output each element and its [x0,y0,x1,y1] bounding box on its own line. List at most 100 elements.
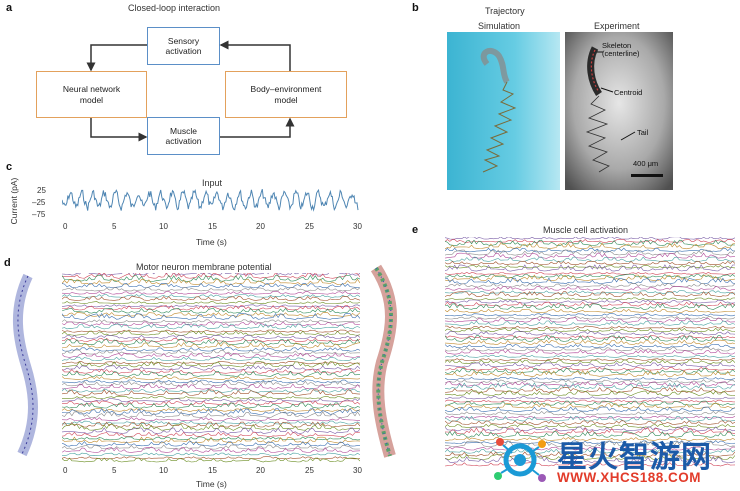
trace-line [445,396,735,400]
trace-line [62,361,360,365]
trace-line [62,436,360,441]
input-current-trace [62,188,359,212]
trace-line [62,395,360,400]
trace-line [445,252,735,259]
input-trace-line [62,188,359,212]
trace-line [445,256,735,262]
trace-line [445,335,735,339]
trace-line [62,294,360,298]
trace-line [445,423,735,429]
trace-line [62,389,360,396]
panel-e-title: Muscle cell activation [543,225,629,235]
trace-line [62,402,360,409]
trace-line [445,354,735,358]
trace-line [62,352,360,358]
trace-line [62,380,360,387]
trace-line [62,411,360,419]
c-xtick: 25 [305,222,314,231]
c-xtick: 15 [208,222,217,231]
d-xtick: 0 [63,466,68,475]
worm-body-right [370,264,397,458]
trace-line [62,307,360,314]
trace-line [62,365,360,371]
trace-line [62,321,360,327]
trace-line [445,274,735,278]
trace-line [445,451,735,457]
trace-line [445,399,735,403]
trace-line [445,462,735,467]
worm-body-left [13,273,38,457]
trace-line [62,379,360,384]
trace-line [62,420,360,425]
trace-line [445,359,735,365]
trace-line [62,282,360,289]
trace-line [445,381,735,387]
trace-line [445,440,735,448]
trace-line [445,382,735,390]
trace-line [445,437,735,441]
trace-line [445,283,735,288]
trace-line [445,415,735,419]
sensory-activation-box: Sensory activation [147,27,220,65]
trace-line [62,274,360,282]
trace-line [62,408,360,415]
trace-line [62,278,360,286]
trace-line [445,303,735,310]
trace-line [445,316,735,320]
trace-line [445,239,735,246]
trace-line [62,349,360,355]
trace-line [445,377,735,381]
muscle-activation-traces [445,237,735,467]
trace-line [445,410,735,416]
trace-line [445,290,735,294]
trace-line [445,367,735,371]
trace-line [445,347,735,352]
trace-line [445,291,735,298]
trace-line [445,325,735,330]
trace-line [445,242,735,250]
trace-line [445,427,735,435]
c-ytick-m25: –25 [32,198,46,207]
panel-c-ylabel: Current (pA) [9,177,19,225]
trace-line [62,417,360,422]
watermark-title: 星火智游网 [557,441,712,474]
trace-line [445,335,735,342]
trace-line [62,329,360,333]
trace-line [445,301,735,307]
panel-c-label: c [6,161,13,173]
trace-line [62,291,360,295]
trace-line [62,361,360,368]
trace-line [445,317,735,323]
trace-line [445,448,735,454]
c-xtick: 5 [112,222,117,231]
trace-line [62,383,360,390]
skeleton-annotation: Skeleton (centerline) [602,41,640,59]
panel-e-label: e [412,224,419,236]
trace-line [62,388,360,393]
trace-line [445,237,735,240]
trace-line [62,338,360,346]
panel-b-label: b [412,2,419,14]
trace-line [62,427,360,434]
trace-line [445,274,735,282]
trace-line [445,420,735,425]
trace-line [445,343,735,349]
trace-line [62,347,360,352]
trace-line [62,370,360,377]
trace-line [445,402,735,409]
panel-d-xlabel: Time (s) [196,479,227,489]
trace-line [445,286,735,291]
trace-line [62,431,360,438]
panel-c-xlabel: Time (s) [196,237,227,247]
d-xtick: 20 [256,466,265,475]
panel-d-title: Motor neuron membrane potential [136,262,272,272]
trace-line [445,368,735,374]
trace-line [445,272,735,275]
trace-line [445,247,735,253]
trace-line [62,452,360,457]
trace-line [445,456,735,464]
trace-line [445,339,735,345]
trace-line [445,260,735,266]
trace-line [62,441,360,447]
trace-line [445,358,735,361]
